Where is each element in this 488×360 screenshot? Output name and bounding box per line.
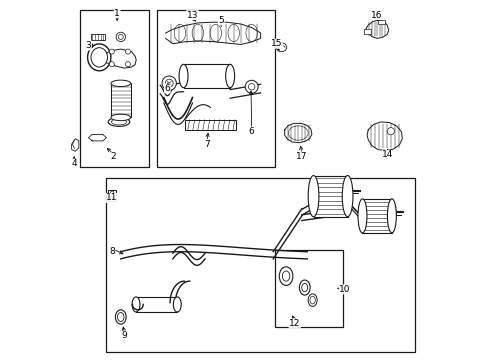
Text: 4: 4	[71, 159, 77, 168]
Text: 5: 5	[218, 16, 224, 25]
Ellipse shape	[173, 297, 181, 312]
Bar	[106, 178, 414, 352]
Ellipse shape	[111, 80, 130, 87]
Text: 11: 11	[106, 193, 117, 202]
Circle shape	[162, 76, 176, 90]
Text: 7: 7	[203, 140, 209, 149]
Bar	[91, 35, 104, 40]
Circle shape	[386, 128, 394, 135]
Text: 9: 9	[121, 332, 127, 341]
Ellipse shape	[357, 199, 366, 233]
Ellipse shape	[386, 199, 396, 233]
Text: 2: 2	[111, 152, 116, 161]
Polygon shape	[365, 20, 388, 39]
Circle shape	[109, 62, 114, 67]
Bar	[185, 120, 235, 130]
Bar	[111, 84, 130, 117]
Bar	[80, 10, 149, 167]
Text: 8: 8	[109, 247, 115, 256]
Circle shape	[109, 49, 114, 54]
Bar	[274, 250, 343, 327]
Bar	[362, 199, 391, 233]
Ellipse shape	[299, 280, 309, 295]
Circle shape	[125, 49, 130, 54]
Text: 3: 3	[85, 41, 91, 50]
Text: 17: 17	[296, 152, 307, 161]
Bar	[156, 10, 274, 167]
Polygon shape	[366, 122, 402, 150]
Ellipse shape	[115, 310, 126, 324]
Ellipse shape	[307, 176, 318, 217]
Text: 6: 6	[164, 84, 170, 93]
Text: 1: 1	[114, 9, 120, 18]
Ellipse shape	[307, 294, 317, 306]
Text: 10: 10	[339, 285, 350, 294]
Bar	[377, 20, 384, 24]
Text: 16: 16	[371, 10, 382, 19]
Circle shape	[116, 32, 125, 41]
Ellipse shape	[111, 114, 130, 121]
Circle shape	[244, 80, 258, 93]
Bar	[136, 297, 177, 312]
Text: 13: 13	[186, 10, 198, 19]
Ellipse shape	[342, 176, 352, 217]
Bar	[313, 176, 347, 217]
Ellipse shape	[179, 64, 187, 87]
Text: 15: 15	[270, 39, 282, 48]
Text: 12: 12	[288, 319, 300, 328]
Ellipse shape	[225, 64, 234, 87]
Circle shape	[125, 62, 130, 67]
Polygon shape	[72, 139, 79, 151]
Text: 14: 14	[382, 150, 393, 159]
Bar	[363, 30, 370, 34]
Polygon shape	[165, 22, 260, 44]
Text: 6: 6	[248, 127, 254, 136]
Ellipse shape	[132, 297, 140, 312]
Bar	[183, 64, 230, 87]
Polygon shape	[284, 123, 311, 143]
Ellipse shape	[279, 267, 292, 285]
Polygon shape	[88, 134, 106, 141]
Polygon shape	[274, 43, 286, 51]
Bar	[108, 190, 116, 201]
